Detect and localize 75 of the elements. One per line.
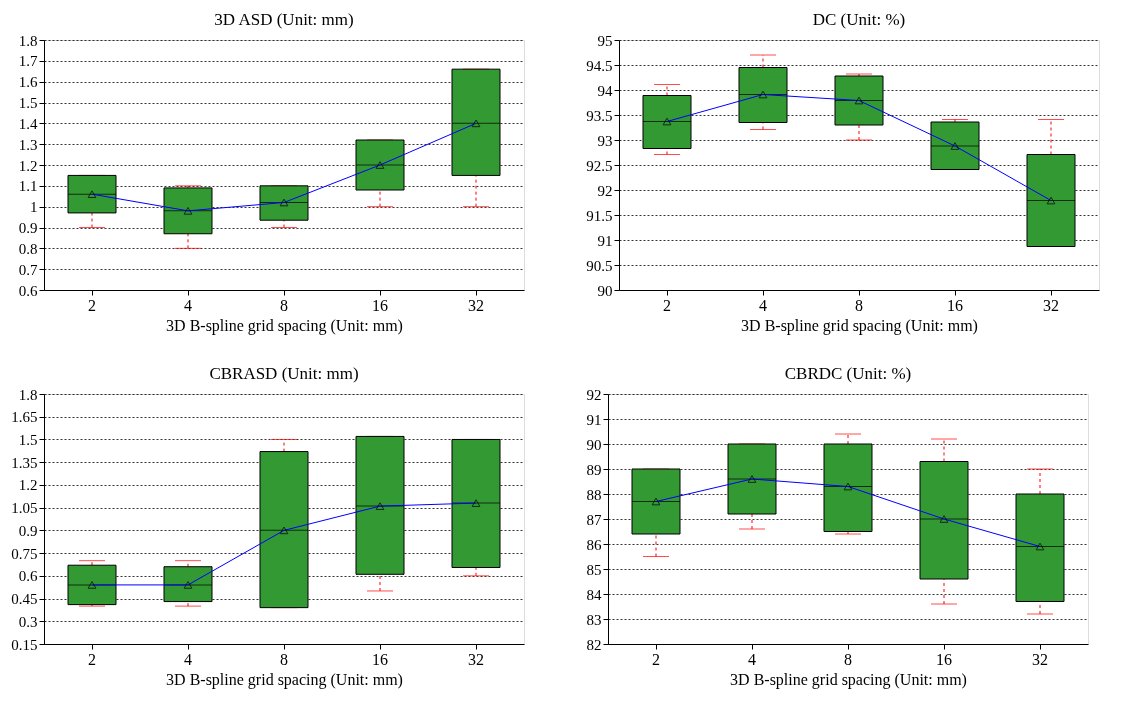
- y-tick-label: 91: [597, 232, 613, 249]
- y-tick-label: 0.9: [18, 522, 38, 539]
- x-tick-label: 16: [372, 296, 388, 314]
- y-tick-label: 94: [597, 82, 613, 99]
- y-tick-label: 1.7: [18, 53, 38, 70]
- y-tick-label: 1.2: [18, 477, 38, 494]
- x-axis-title: 3D B-spline grid spacing (Unit: mm): [741, 316, 978, 335]
- y-tick-label: 1.05: [11, 500, 38, 517]
- y-tick-label: 0.45: [11, 591, 38, 608]
- y-tick-label: 1.1: [18, 178, 38, 195]
- y-tick-label: 90: [586, 436, 602, 453]
- y-tick-label: 0.7: [18, 261, 38, 278]
- y-tick-label: 91.5: [586, 207, 613, 224]
- y-tick-label: 93.5: [586, 107, 613, 124]
- x-tick-label: 8: [855, 296, 863, 314]
- y-tick-label: 0.8: [18, 240, 38, 257]
- x-tick-label: 2: [88, 650, 96, 668]
- x-axis-title: 3D B-spline grid spacing (Unit: mm): [166, 670, 403, 689]
- y-tick-label: 86: [586, 536, 602, 553]
- y-tick-label: 93: [597, 132, 613, 149]
- y-tick-label: 89: [586, 461, 602, 478]
- x-tick-label: 4: [184, 296, 192, 314]
- y-tick-label: 82: [586, 636, 602, 653]
- chart-title: DC (Unit: %): [812, 10, 906, 29]
- x-tick-label: 4: [748, 650, 756, 668]
- y-tick-label: 87: [586, 511, 602, 528]
- y-tick-label: 1.6: [18, 74, 38, 91]
- x-tick-label: 16: [372, 650, 388, 668]
- x-tick-label: 32: [1043, 296, 1059, 314]
- x-tick-label: 32: [468, 296, 484, 314]
- x-tick-label: 8: [280, 296, 288, 314]
- y-tick-label: 91: [586, 411, 602, 428]
- y-tick-label: 0.6: [18, 282, 38, 299]
- chart-title: 3D ASD (Unit: mm): [214, 10, 354, 29]
- x-tick-label: 8: [280, 650, 288, 668]
- x-tick-label: 16: [947, 296, 963, 314]
- x-tick-label: 16: [936, 650, 952, 668]
- x-tick-label: 4: [759, 296, 767, 314]
- x-tick-label: 32: [1032, 650, 1048, 668]
- y-tick-label: 1.8: [18, 386, 38, 403]
- y-tick-label: 0.75: [11, 545, 38, 562]
- chart-title: CBRASD (Unit: mm): [209, 364, 359, 383]
- y-tick-label: 90: [597, 282, 613, 299]
- x-tick-label: 2: [663, 296, 671, 314]
- y-tick-label: 0.3: [18, 613, 38, 630]
- y-tick-label: 1.5: [18, 95, 38, 111]
- x-tick-label: 32: [468, 650, 484, 668]
- chart-title: CBRDC (Unit: %): [784, 364, 912, 383]
- y-tick-label: 83: [586, 611, 602, 628]
- y-tick-label: 95: [597, 32, 613, 49]
- y-tick-label: 1.65: [11, 409, 38, 426]
- y-tick-label: 1.8: [18, 32, 38, 49]
- y-tick-label: 88: [586, 486, 602, 503]
- y-tick-label: 1: [30, 199, 38, 216]
- y-tick-label: 0.6: [18, 568, 38, 585]
- y-tick-label: 85: [586, 561, 602, 578]
- x-axis-title: 3D B-spline grid spacing (Unit: mm): [166, 316, 403, 335]
- y-tick-label: 0.9: [18, 220, 38, 236]
- y-tick-label: 1.4: [18, 115, 38, 132]
- x-axis-title: 3D B-spline grid spacing (Unit: mm): [730, 670, 967, 689]
- x-tick-label: 4: [184, 650, 192, 668]
- x-tick-label: 2: [652, 650, 660, 668]
- x-tick-label: 2: [88, 296, 96, 314]
- y-tick-label: 90.5: [586, 257, 613, 274]
- y-tick-label: 1.2: [18, 157, 38, 174]
- y-tick-label: 94.5: [586, 57, 613, 74]
- y-tick-label: 1.5: [18, 431, 38, 448]
- y-tick-label: 92: [586, 386, 602, 403]
- y-tick-label: 0.15: [11, 636, 38, 653]
- y-tick-label: 84: [586, 586, 602, 603]
- y-tick-label: 1.3: [18, 136, 38, 153]
- y-tick-label: 1.35: [11, 454, 38, 471]
- y-tick-label: 92: [597, 182, 613, 199]
- x-tick-label: 8: [844, 650, 852, 668]
- y-tick-label: 92.5: [586, 157, 613, 174]
